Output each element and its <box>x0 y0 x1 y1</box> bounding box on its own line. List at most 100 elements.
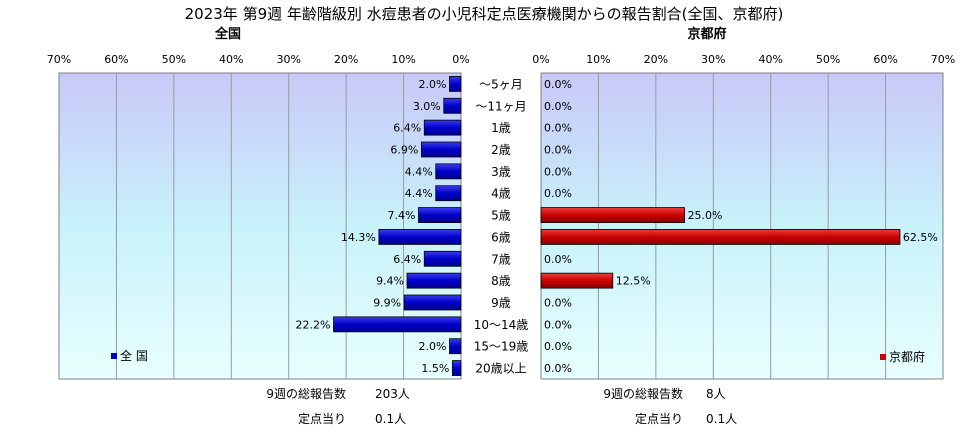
axis-tick-label-kyoto: 10% <box>586 53 610 66</box>
footer-kyoto: 9週の総報告数 8人 定点当り 0.1人 <box>603 386 737 426</box>
category-label: 1歳 <box>491 121 511 135</box>
axis-ticks-national: 0% 10% 20% 30% 40% 50% 60% 70% <box>47 53 470 66</box>
legend-kyoto: 京都府 <box>880 349 925 364</box>
value-label-national: 2.0% <box>419 78 447 91</box>
bar-national <box>451 360 462 376</box>
value-label-kyoto: 0.0% <box>544 187 572 200</box>
bar-kyoto <box>540 207 685 223</box>
category-label: ～5ヶ月 <box>479 77 523 91</box>
value-label-national: 6.4% <box>393 253 421 266</box>
footer-national-total-value: 203人 <box>375 387 410 401</box>
bar-national <box>418 207 462 223</box>
value-label-kyoto: 25.0% <box>688 209 723 222</box>
value-label-kyoto: 0.0% <box>544 340 572 353</box>
bar-national <box>406 272 462 289</box>
axis-tick-label-national: 0% <box>452 53 469 66</box>
axis-tick-label-kyoto: 70% <box>931 53 955 66</box>
footer-kyoto-per-site-value: 0.1人 <box>706 412 737 426</box>
value-label-national: 4.4% <box>405 187 433 200</box>
value-label-national: 22.2% <box>296 318 331 331</box>
category-label: 10～14歳 <box>474 318 529 332</box>
footer-kyoto-total-value: 8人 <box>706 387 726 401</box>
bar-national <box>378 229 462 245</box>
legend-label-national: 全 国 <box>120 348 148 363</box>
footer-national-per-site-label: 定点当り <box>298 411 346 426</box>
value-label-kyoto: 0.0% <box>544 100 572 113</box>
value-label-national: 1.5% <box>421 362 449 375</box>
value-label-kyoto: 0.0% <box>544 78 572 91</box>
bar-national <box>435 163 462 180</box>
panel-title-national: 全国 <box>214 26 241 42</box>
value-label-kyoto: 0.0% <box>544 318 572 331</box>
chart-title: 2023年 第9週 年齢階級別 水痘患者の小児科定点医療機関からの報告割合(全国… <box>185 5 784 23</box>
value-label-national: 9.4% <box>376 275 404 288</box>
footer-national-per-site-value: 0.1人 <box>375 412 406 426</box>
bar-national <box>423 250 462 267</box>
category-label: 20歳以上 <box>475 362 526 376</box>
axis-tick-label-kyoto: 0% <box>532 53 549 66</box>
value-label-national: 9.9% <box>373 297 401 310</box>
bars-national <box>333 76 462 376</box>
bars-kyoto <box>540 207 901 289</box>
gridlines-kyoto <box>597 73 887 379</box>
value-label-kyoto: 0.0% <box>544 297 572 310</box>
bar-kyoto <box>540 229 901 245</box>
axis-tick-label-kyoto: 40% <box>758 53 782 66</box>
legend-national: 全 国 <box>111 348 148 363</box>
plot-area-national <box>58 72 462 380</box>
axis-tick-label-national: 10% <box>391 53 415 66</box>
bar-national <box>403 294 462 311</box>
value-label-national: 14.3% <box>341 231 376 244</box>
value-label-kyoto: 0.0% <box>544 144 572 157</box>
axis-tick-label-kyoto: 30% <box>701 53 725 66</box>
axis-tick-label-national: 40% <box>219 53 243 66</box>
axis-tick-label-national: 20% <box>334 53 358 66</box>
category-label: ～11ヶ月 <box>475 99 526 113</box>
axis-tick-label-national: 60% <box>104 53 128 66</box>
legend-swatch-kyoto <box>880 354 886 360</box>
value-label-national: 3.0% <box>413 100 441 113</box>
category-label: 5歳 <box>491 209 511 223</box>
axis-tick-label-national: 50% <box>162 53 186 66</box>
category-labels: ～5ヶ月 ～11ヶ月 1歳 2歳 3歳 4歳 5歳 6歳 7歳 8歳 9歳 10～14歳 15～19歳 2… <box>474 77 529 375</box>
panel-title-kyoto: 京都府 <box>687 26 726 42</box>
category-label: 9歳 <box>491 296 511 310</box>
legend-label-kyoto: 京都府 <box>889 349 925 364</box>
value-label-kyoto: 0.0% <box>544 165 572 178</box>
value-label-kyoto: 12.5% <box>616 275 651 288</box>
category-label: 7歳 <box>491 252 511 266</box>
axis-tick-label-kyoto: 20% <box>644 53 668 66</box>
value-label-kyoto: 0.0% <box>544 362 572 375</box>
bar-national <box>333 316 462 333</box>
bar-national <box>435 185 462 202</box>
value-labels-national: 2.0% 3.0% 6.4% 6.9% 4.4% 4.4% 7.4% 14.3% 6.4% 9.4… <box>296 78 450 375</box>
category-label: 4歳 <box>491 187 511 201</box>
value-label-national: 6.4% <box>393 122 421 135</box>
footer-national: 9週の総報告数 203人 定点当り 0.1人 <box>266 386 410 426</box>
bar-national <box>449 338 462 355</box>
bar-national <box>449 76 462 92</box>
bar-national <box>443 97 462 114</box>
value-label-national: 6.9% <box>390 144 418 157</box>
value-labels-kyoto: 0.0% 0.0% 0.0% 0.0% 0.0% 0.0% 25.0% 62.5% 0.0% 12… <box>544 78 938 375</box>
category-label: 8歳 <box>491 274 511 288</box>
value-label-kyoto: 0.0% <box>544 253 572 266</box>
axis-tick-label-kyoto: 50% <box>816 53 840 66</box>
value-label-national: 2.0% <box>419 340 447 353</box>
footer-kyoto-per-site-label: 定点当り <box>635 411 683 426</box>
axis-tick-label-national: 30% <box>276 53 300 66</box>
value-label-kyoto: 62.5% <box>903 231 938 244</box>
legend-swatch-national <box>111 353 117 359</box>
footer-national-total-label: 9週の総報告数 <box>266 386 346 401</box>
axis-tick-label-kyoto: 60% <box>873 53 897 66</box>
bar-national <box>420 141 462 158</box>
bar-national <box>423 119 462 136</box>
axis-ticks-kyoto: 0% 10% 20% 30% 40% 50% 60% 70% <box>532 53 955 66</box>
value-label-national: 7.4% <box>388 209 416 222</box>
value-label-kyoto: 0.0% <box>544 122 572 135</box>
plot-area-kyoto <box>540 72 944 380</box>
bar-kyoto <box>540 272 614 289</box>
category-label: 15～19歳 <box>474 340 529 354</box>
axis-tick-label-national: 70% <box>47 53 71 66</box>
